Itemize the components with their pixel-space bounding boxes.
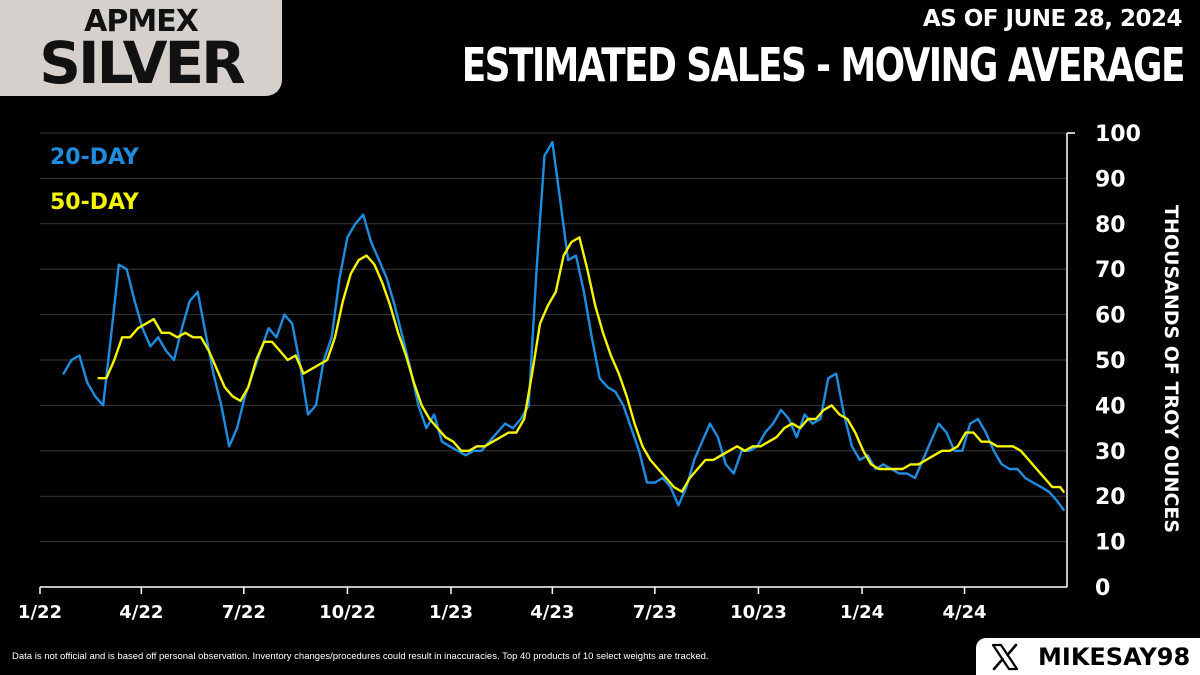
- y-tick-10: 10: [1095, 531, 1126, 556]
- y-axis-label: THOUSANDS OF TROY OUNCES: [1160, 205, 1182, 534]
- x-tick-labels: 1/22 4/22 7/22 10/22 1/23 4/23 7/23 10/23 1/24 4/…: [18, 602, 987, 623]
- x-logo-icon: [991, 643, 1019, 671]
- legend-20-day: 20-DAY: [50, 145, 139, 170]
- y-tick-90: 90: [1095, 167, 1126, 192]
- social-handle: MIKESAY98: [1038, 643, 1191, 671]
- x-tick-8: 1/24: [840, 602, 884, 623]
- series-line-20-day: [62, 140, 1065, 511]
- series-lines: [62, 140, 1065, 511]
- brand-top-text: APMEX: [84, 4, 199, 39]
- legend-50-day: 50-DAY: [50, 190, 139, 215]
- y-tick-50: 50: [1095, 349, 1126, 374]
- social-handle-box[interactable]: MIKESAY98: [976, 638, 1200, 675]
- brand-main-text: SILVER: [39, 29, 246, 97]
- y-tick-30: 30: [1095, 440, 1126, 465]
- x-tick-3: 10/22: [319, 602, 376, 623]
- series-line-50-day: [97, 236, 1065, 493]
- y-tick-0: 0: [1095, 576, 1110, 601]
- y-tick-100: 100: [1095, 122, 1141, 147]
- y-tick-20: 20: [1095, 485, 1126, 510]
- y-tick-40: 40: [1095, 394, 1126, 419]
- x-tick-4: 1/23: [429, 602, 473, 623]
- x-tick-9: 4/24: [942, 602, 986, 623]
- x-tick-5: 4/23: [530, 602, 574, 623]
- x-tick-0: 1/22: [18, 602, 62, 623]
- x-tick-2: 7/22: [222, 602, 266, 623]
- y-tick-70: 70: [1095, 258, 1126, 283]
- chart-title: ESTIMATED SALES - MOVING AVERAGE: [461, 38, 1186, 92]
- brand-badge: APMEX SILVER: [0, 0, 282, 96]
- axes: [39, 132, 1075, 594]
- y-tick-60: 60: [1095, 304, 1126, 329]
- y-tick-80: 80: [1095, 213, 1126, 238]
- x-tick-6: 7/23: [633, 602, 677, 623]
- y-tick-labels: 0 10 20 30 40 50 60 70 80 90 100: [1095, 122, 1141, 601]
- grid-lines: [40, 132, 1067, 543]
- footnote: Data is not official and is based off pe…: [12, 651, 709, 662]
- x-tick-1: 4/22: [119, 602, 163, 623]
- as-of-date: AS OF JUNE 28, 2024: [922, 6, 1183, 32]
- x-tick-7: 10/23: [730, 602, 787, 623]
